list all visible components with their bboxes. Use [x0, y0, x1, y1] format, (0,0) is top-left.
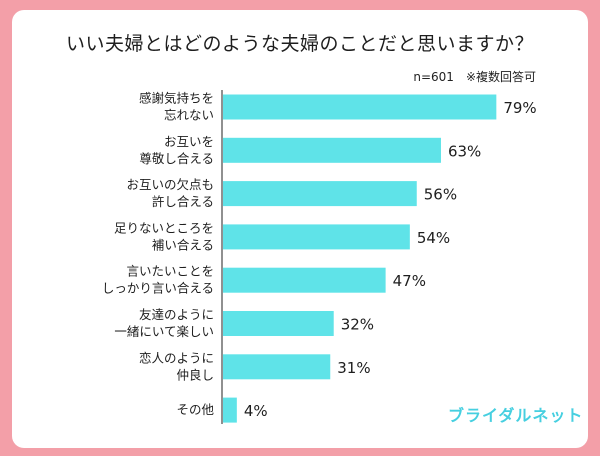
category-label-2-1: 許し合える — [152, 194, 214, 209]
bar-1 — [223, 137, 441, 163]
bar-3 — [223, 224, 410, 250]
value-label-7: 4% — [244, 402, 268, 420]
value-label-2: 56% — [424, 186, 457, 204]
category-label-6-1: 仲良し — [176, 367, 214, 382]
category-label-4-1: しっかり言い合える — [102, 281, 214, 296]
bar-5 — [223, 311, 334, 336]
bar-0 — [223, 94, 497, 120]
category-label-4-0: 言いたいことを — [126, 264, 214, 279]
category-label-7-0: その他 — [176, 402, 214, 417]
bar-6 — [223, 354, 331, 380]
bar-4 — [223, 267, 386, 293]
category-label-5-1: 一緒にいて楽しい — [114, 324, 214, 339]
brand-logo: ブライダルネット — [448, 406, 584, 425]
value-label-5: 32% — [341, 316, 374, 334]
category-label-3-1: 補い合える — [152, 237, 214, 252]
category-label-5-0: 友達のように — [139, 307, 214, 322]
value-label-6: 31% — [337, 359, 370, 377]
sample-note: n=601 ※複数回答可 — [413, 70, 536, 84]
bar-2 — [223, 181, 417, 207]
value-label-0: 79% — [503, 99, 536, 117]
bar-7 — [223, 397, 237, 423]
category-label-2-0: お互いの欠点も — [126, 177, 214, 192]
chart-title: いい夫婦とはどのような夫婦のことだと思いますか？ — [65, 33, 534, 55]
category-label-1-0: お互いを — [164, 134, 214, 149]
category-label-6-0: 恋人のように — [139, 350, 214, 365]
chart-card: いい夫婦とはどのような夫婦のことだと思いますか？ n=601 ※複数回答可 79… — [12, 10, 588, 448]
category-label-3-0: 足りないところを — [114, 220, 214, 235]
value-label-4: 47% — [393, 272, 426, 290]
category-label-1-1: 尊敬し合える — [139, 151, 214, 166]
category-label-0-1: 忘れない — [164, 108, 214, 123]
value-label-1: 63% — [448, 142, 481, 160]
category-label-0-0: 感謝気持ちを — [139, 91, 214, 106]
value-label-3: 54% — [417, 229, 450, 247]
